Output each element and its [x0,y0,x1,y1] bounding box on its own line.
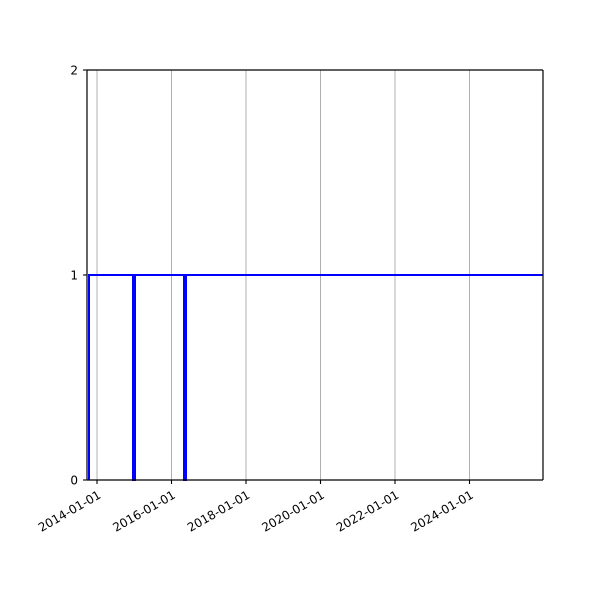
series-line-series-1 [88,274,543,481]
tick-marks [83,69,471,484]
ytick-label-0: 0 [70,474,78,488]
ytick-label-1: 1 [70,269,78,283]
data-series-group [88,274,543,481]
ytick-label-2: 2 [70,64,78,78]
y-axis-tick-labels: 0 1 2 [70,64,78,488]
